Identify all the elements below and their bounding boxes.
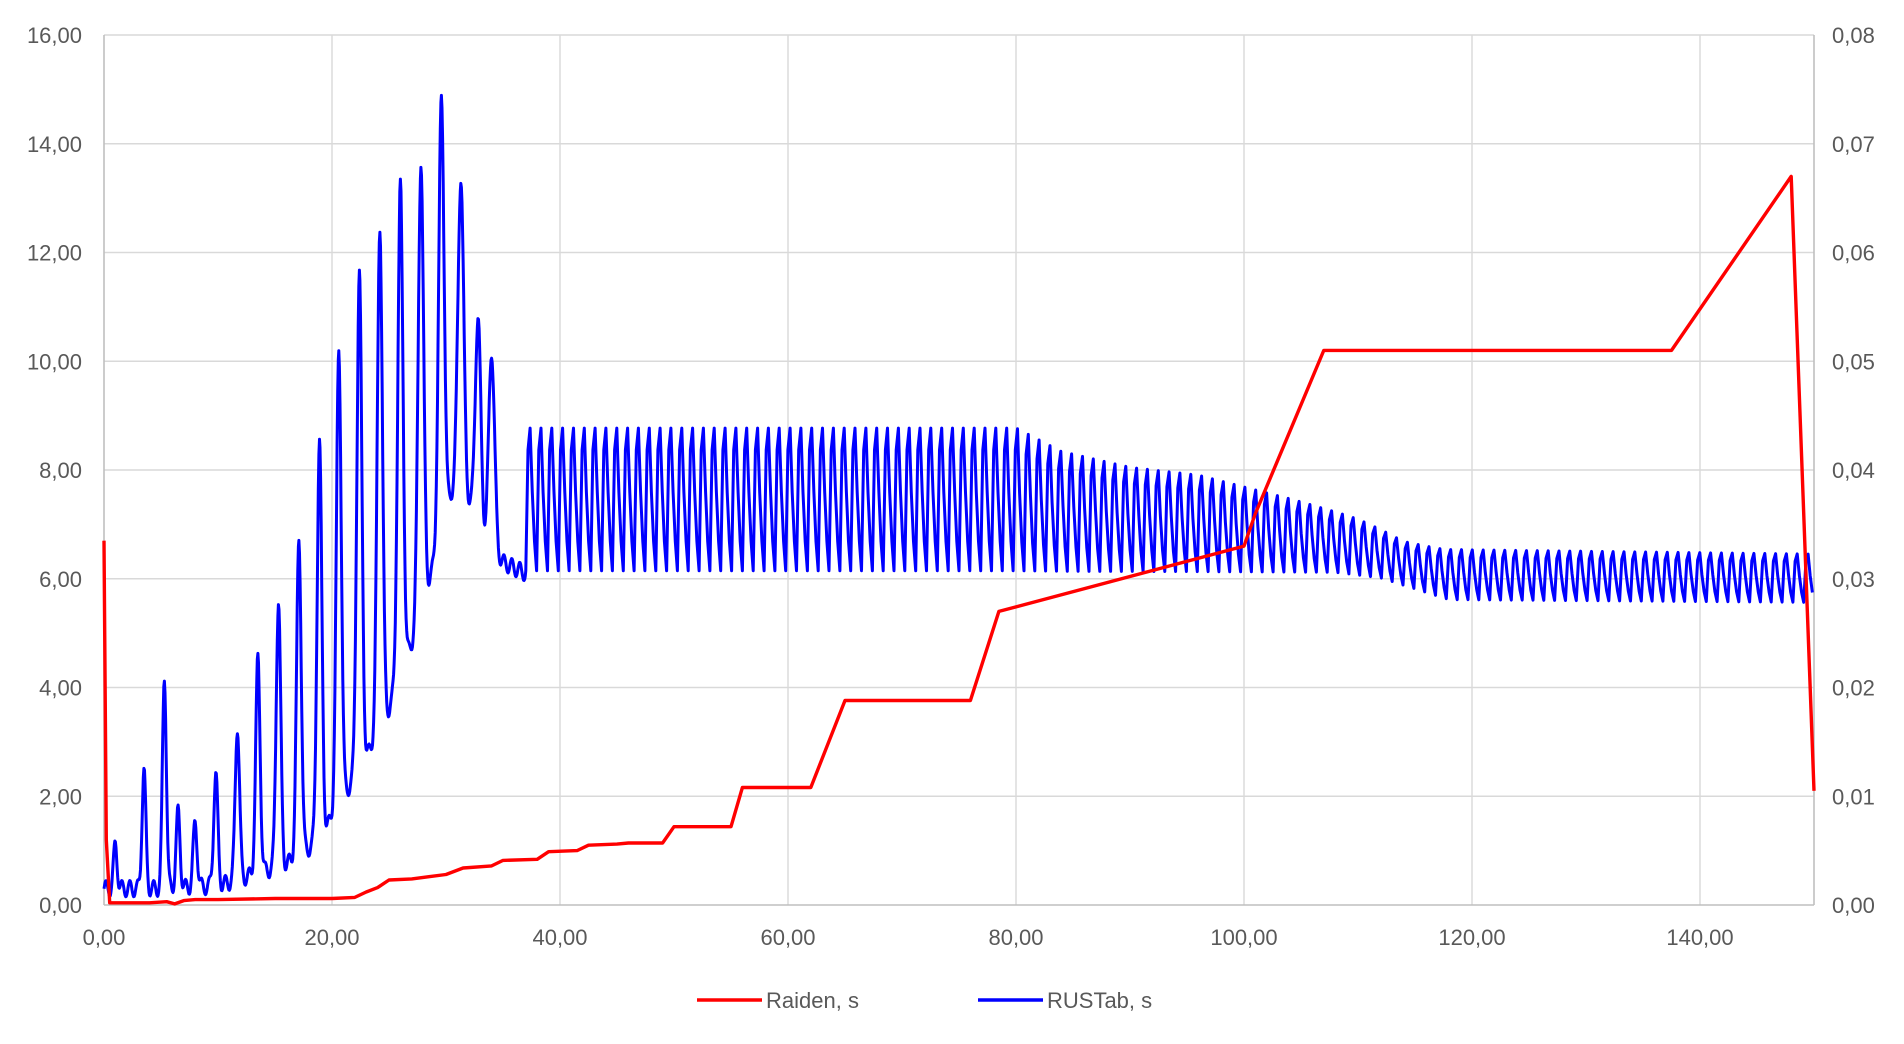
y-left-tick-label: 12,00 (27, 241, 82, 266)
legend-label-raiden: Raiden, s (766, 988, 859, 1013)
gridlines (104, 34, 1814, 905)
series-line-raiden (102, 174, 1816, 906)
legend: Raiden, s RUSTab, s (697, 988, 1152, 1013)
x-tick-label: 100,00 (1210, 925, 1277, 950)
y-left-tick-label: 2,00 (39, 784, 82, 809)
legend-label-rustab: RUSTab, s (1047, 988, 1152, 1013)
y-right-tick-label: 0,00 (1832, 893, 1875, 918)
y-right-tick-label: 0,04 (1832, 458, 1875, 483)
y-right-tick-label: 0,02 (1832, 676, 1875, 701)
x-tick-label: 40,00 (532, 925, 587, 950)
y-left-tick-label: 0,00 (39, 893, 82, 918)
y-right-tick-label: 0,07 (1832, 132, 1875, 157)
x-tick-label: 60,00 (760, 925, 815, 950)
y-left-tick-label: 4,00 (39, 676, 82, 701)
y-right-tick-label: 0,03 (1832, 567, 1875, 592)
x-tick-label: 140,00 (1666, 925, 1733, 950)
y-right-tick-label: 0,08 (1832, 23, 1875, 48)
y-right-tick-label: 0,06 (1832, 241, 1875, 266)
x-tick-label: 80,00 (988, 925, 1043, 950)
series-line-rustab (102, 93, 1814, 899)
y-right-tick-label: 0,01 (1832, 784, 1875, 809)
x-tick-label: 120,00 (1438, 925, 1505, 950)
y-left-tick-label: 10,00 (27, 349, 82, 374)
series-lines (102, 93, 1816, 906)
y-left-tick-label: 8,00 (39, 458, 82, 483)
y-right-tick-label: 0,05 (1832, 349, 1875, 374)
tick-labels: 0,00 0,002,00 0,014,00 0,026,00 0,038,00 0,04… (27, 23, 1875, 950)
y-left-tick-label: 14,00 (27, 132, 82, 157)
x-tick-label: 0,00 (83, 925, 126, 950)
y-left-tick-label: 6,00 (39, 567, 82, 592)
x-tick-label: 20,00 (304, 925, 359, 950)
y-left-tick-label: 16,00 (27, 23, 82, 48)
